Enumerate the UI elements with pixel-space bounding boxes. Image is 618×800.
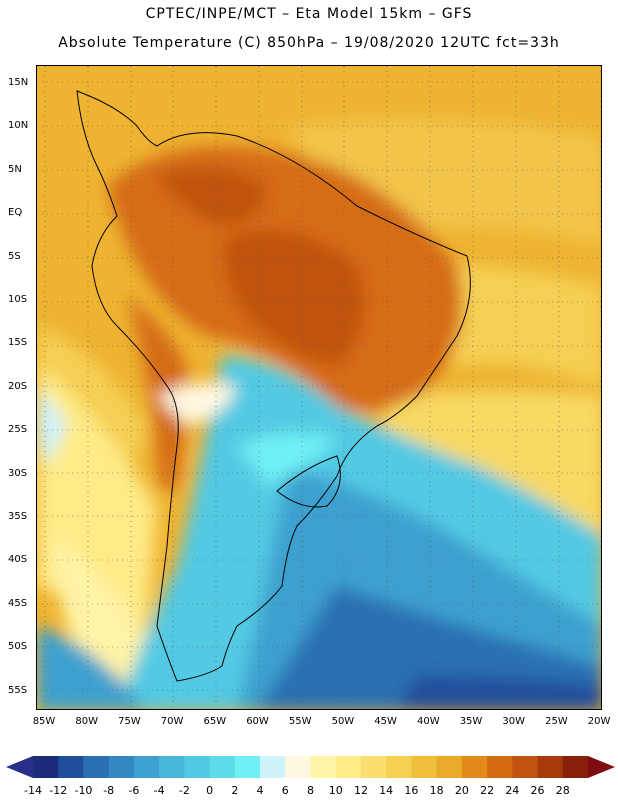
lat-label: 55S	[8, 684, 28, 696]
colorbar-label: -8	[103, 784, 115, 797]
colorbar-cell	[133, 756, 160, 778]
colorbar-cell	[234, 756, 261, 778]
colorbar-cell	[562, 756, 589, 778]
lat-label: 25S	[8, 424, 28, 436]
colorbar-cell	[184, 756, 211, 778]
lat-label: 40S	[8, 554, 28, 566]
colorbar-cell	[58, 756, 84, 778]
lon-label: 55W	[288, 716, 312, 727]
lon-label: 50W	[331, 716, 355, 727]
lon-label: 75W	[118, 716, 141, 727]
temperature-field	[37, 66, 601, 709]
lon-label: 80W	[75, 716, 98, 727]
map-title: CPTEC/INPE/MCT – Eta Model 15km – GFS	[145, 6, 473, 22]
colorbar-over-arrow	[588, 756, 615, 778]
colorbar-cell	[159, 756, 185, 778]
lon-label: 70W	[160, 716, 184, 727]
colorbar-label: 18	[429, 784, 444, 797]
colorbar-label: -6	[128, 784, 140, 797]
lon-label: 25W	[545, 716, 568, 727]
lat-label: 5N	[8, 163, 22, 175]
lat-label: 30S	[8, 467, 28, 479]
colorbar-cell	[537, 756, 564, 778]
lon-label: 45W	[374, 716, 397, 727]
colorbar-label: -10	[74, 784, 93, 797]
colorbar-cell	[108, 756, 135, 778]
colorbar-label: 8	[307, 784, 314, 797]
lat-label: 10N	[8, 120, 29, 132]
lat-label: EQ	[8, 207, 23, 219]
colorbar-label: 10	[328, 784, 343, 797]
colorbar-cell	[512, 756, 539, 778]
colorbar-label: 6	[281, 784, 289, 797]
lon-label: 60W	[246, 716, 269, 727]
colorbar-cell	[411, 756, 438, 778]
lat-label: 5S	[8, 250, 21, 262]
colorbar-cell	[209, 756, 236, 778]
colorbar-cell	[487, 756, 513, 778]
colorbar-cell	[360, 756, 387, 778]
lat-label: 15N	[8, 77, 29, 88]
lat-label: 15S	[8, 337, 28, 349]
colorbar-cell	[310, 756, 337, 778]
lon-label: 85W	[32, 716, 56, 727]
colorbar-label: 24	[505, 784, 520, 797]
map-subtitle: Absolute Temperature (C) 850hPa – 19/08/…	[58, 35, 560, 51]
colorbar-label: 0	[206, 784, 214, 797]
colorbar-label: -12	[49, 784, 68, 797]
colorbar-label: -4	[153, 784, 165, 797]
colorbar-label: 14	[379, 784, 394, 797]
colorbar	[6, 756, 615, 778]
colorbar-label: 4	[256, 784, 264, 797]
colorbar-under-arrow	[6, 756, 33, 778]
colorbar-label: 20	[454, 784, 469, 797]
lat-label: 20S	[8, 380, 28, 392]
colorbar-label: 26	[530, 784, 545, 797]
colorbar-label: 22	[480, 784, 495, 797]
lat-label: 45S	[8, 597, 28, 609]
temperature-map	[36, 65, 602, 710]
colorbar-label: 12	[353, 784, 368, 797]
colorbar-label: 28	[555, 784, 570, 797]
colorbar-label: -14	[24, 784, 42, 797]
lon-label: 35W	[459, 716, 483, 727]
colorbar-cell	[285, 756, 311, 778]
colorbar-label: -2	[178, 784, 190, 797]
colorbar-cell	[461, 756, 488, 778]
lat-label: 10S	[8, 294, 28, 305]
coastline	[76, 90, 471, 682]
lon-label: 65W	[203, 716, 227, 727]
colorbar-cell	[260, 756, 286, 778]
lon-label: 20W	[587, 716, 611, 727]
colorbar-label: 2	[231, 784, 239, 797]
lat-label: 50S	[8, 641, 28, 653]
colorbar-cell	[335, 756, 362, 778]
colorbar-cell	[33, 756, 59, 778]
lon-label: 40W	[416, 716, 440, 727]
lon-label: 30W	[502, 716, 525, 727]
colorbar-label: 16	[404, 784, 419, 797]
colorbar-cell	[436, 756, 463, 778]
colorbar-cell	[386, 756, 412, 778]
lat-label: 35S	[8, 511, 28, 522]
colorbar-cell	[83, 756, 110, 778]
